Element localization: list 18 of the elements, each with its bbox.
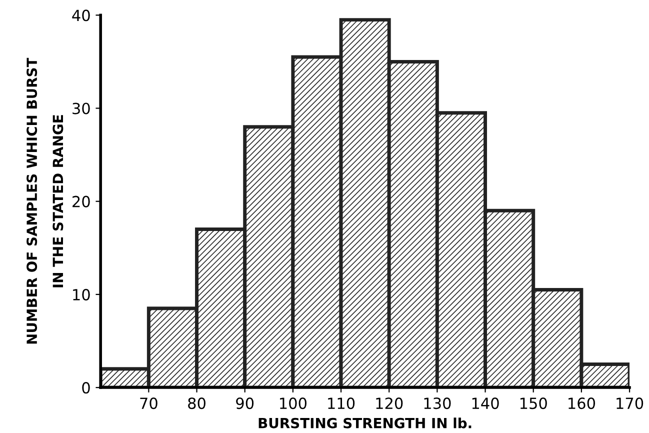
x-tick-label: 90 — [236, 398, 254, 410]
y-tick-label: 10 — [73, 288, 90, 300]
x-tick-label: 70 — [140, 398, 158, 410]
x-tick-label: 160 — [568, 398, 596, 410]
y-axis-title: NUMBER OF SAMPLES WHICH BURST IN THE STATED RANGE — [26, 58, 64, 344]
x-tick-label: 120 — [376, 398, 403, 410]
x-tick-label: 130 — [424, 398, 451, 410]
x-tick-label: 150 — [520, 398, 547, 410]
y-tick-label: 20 — [72, 196, 90, 208]
x-tick-label: 170 — [616, 398, 644, 410]
y-tick-label: 0 — [82, 382, 90, 394]
x-tick-label: 100 — [280, 398, 306, 410]
y-tick-label: 40 — [72, 10, 90, 22]
x-tick-label: 110 — [328, 398, 355, 410]
x-axis-title: BURSTING STRENGTH IN lb. — [258, 418, 472, 428]
x-tick-label: 80 — [188, 398, 206, 410]
y-tick-label: 30 — [72, 102, 90, 114]
x-tick-label: 140 — [472, 398, 499, 410]
